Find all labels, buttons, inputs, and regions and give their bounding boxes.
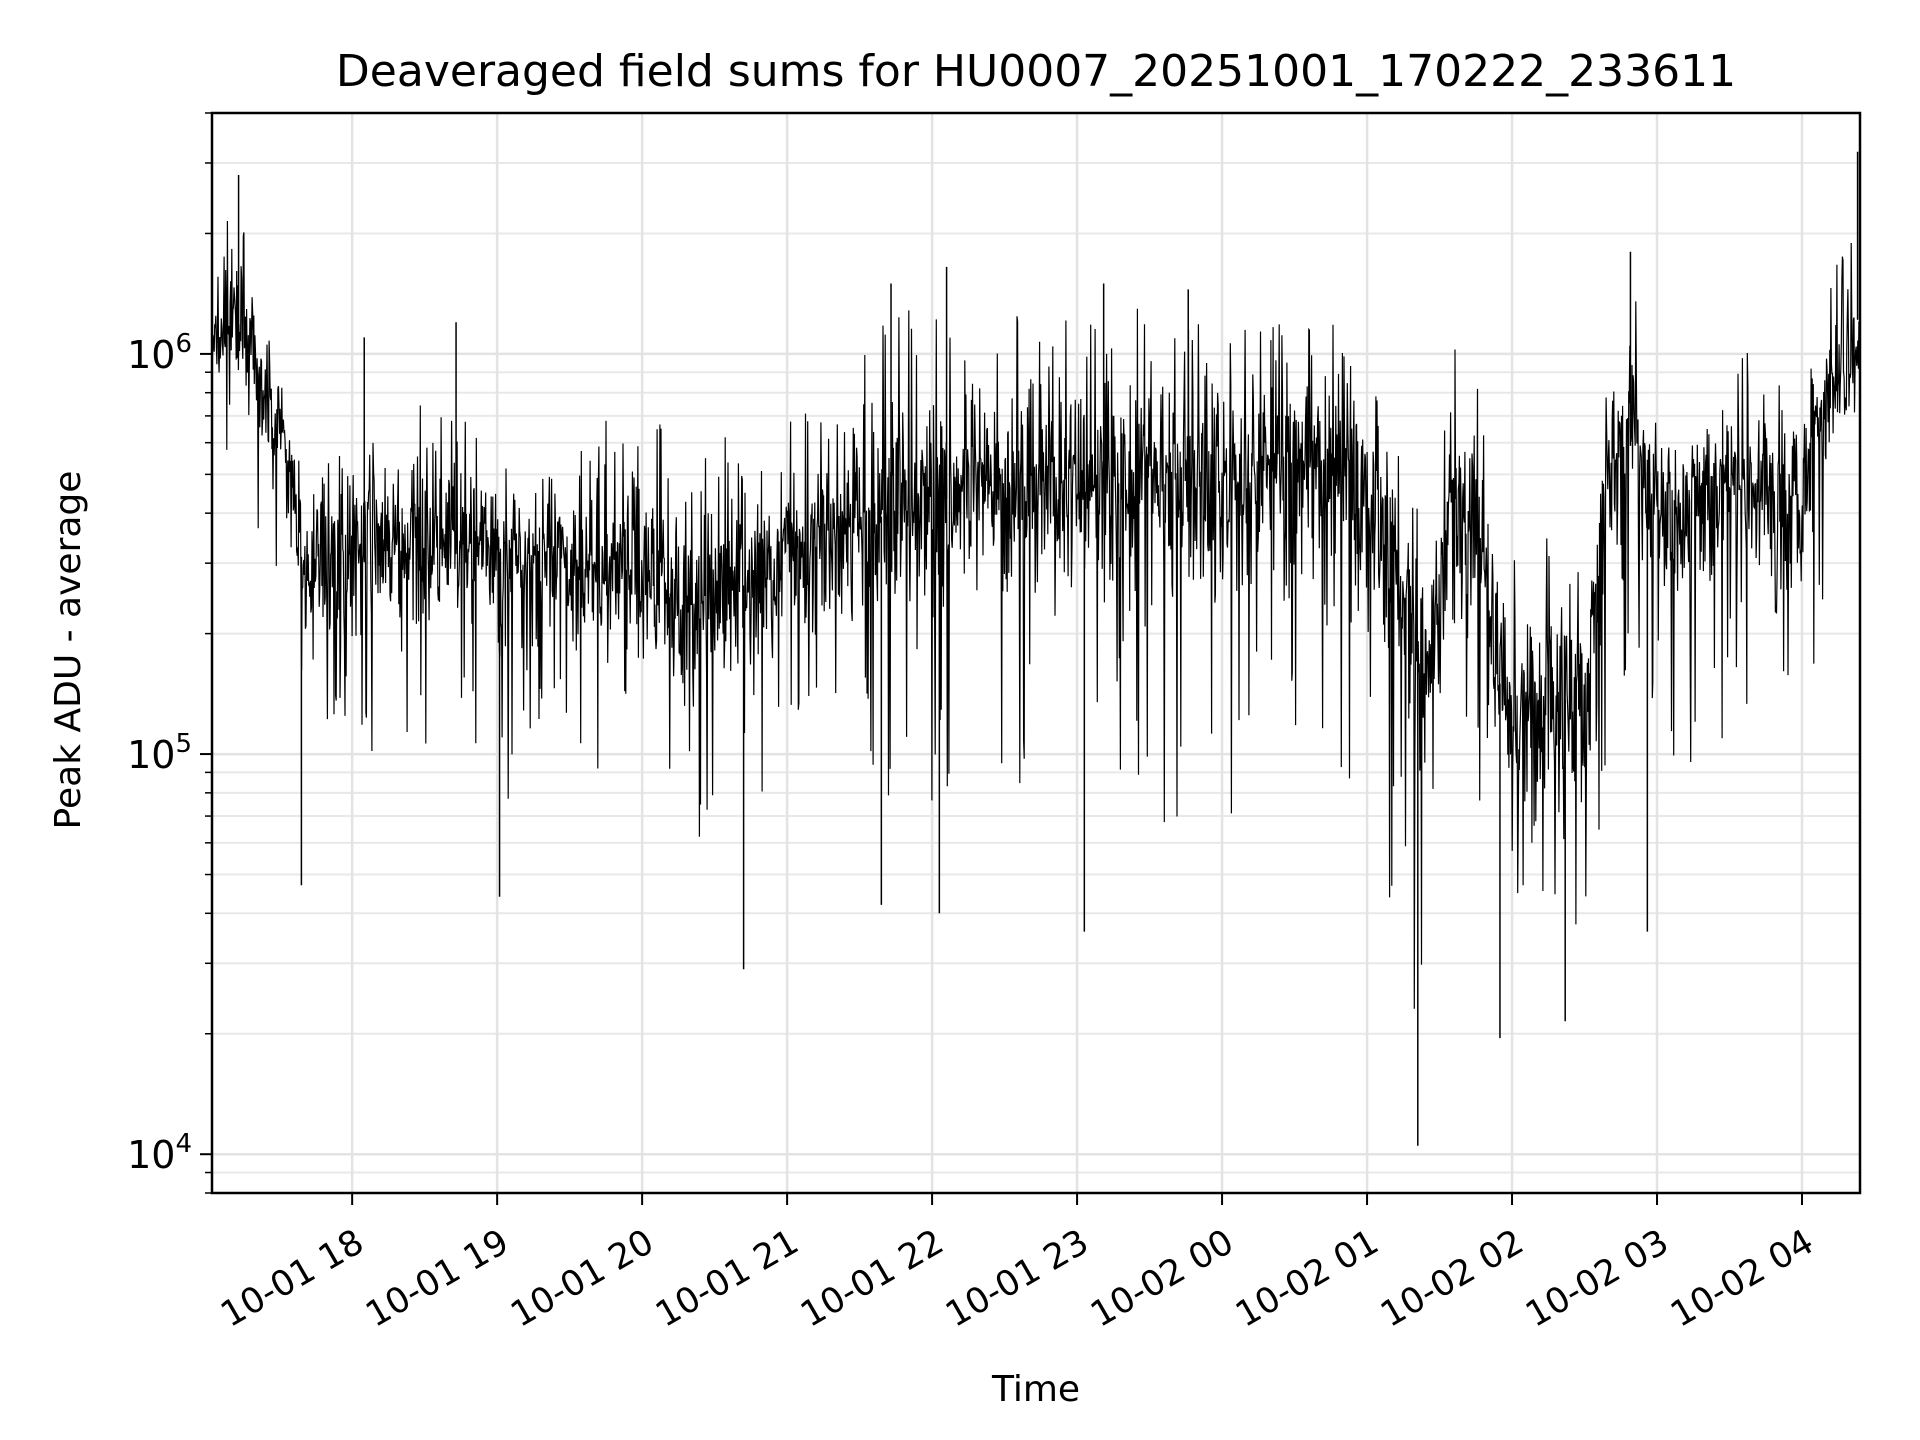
x-axis-label: Time (991, 1369, 1080, 1410)
y-tick-label: 106 (127, 329, 192, 377)
y-tick-label: 105 (127, 729, 192, 777)
axes-frame (210, 111, 1862, 1195)
data-series-line (211, 220, 1861, 1009)
chart-title: Deaveraged field sums for HU0007_2025100… (336, 46, 1736, 97)
y-axis-label: Peak ADU - average (48, 471, 89, 830)
y-tick-label: 104 (127, 1129, 192, 1177)
